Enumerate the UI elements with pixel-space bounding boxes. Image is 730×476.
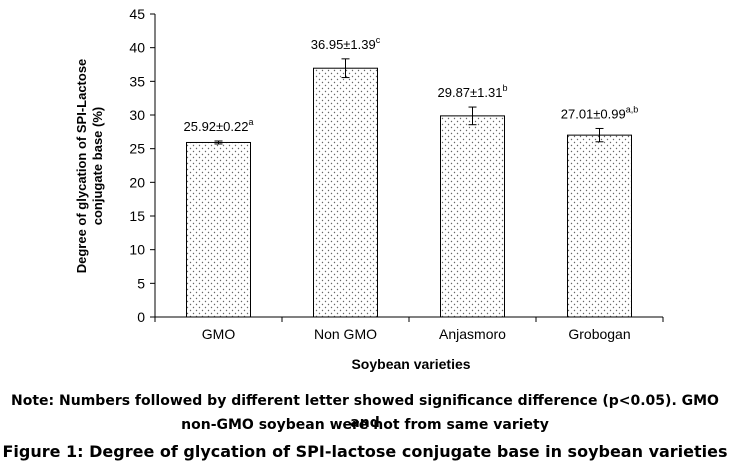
bar-chart: Degree of glycation of SPI-Lactose conju…: [74, 6, 664, 372]
y-tick-label: 15: [129, 208, 145, 224]
bar-1: [186, 141, 251, 318]
note-line-2: non-GMO soybean were not from same varie…: [181, 417, 549, 433]
x-tick-label: GMO: [202, 326, 236, 342]
y-ticks: 0 5 10 15 20 25 30 35 40 45: [129, 6, 155, 325]
y-tick-label: 20: [129, 174, 145, 190]
x-ticks: [154, 317, 664, 322]
x-tick-label: Anjasmoro: [439, 326, 506, 342]
data-labels: 25.92±0.22a 36.95±1.39c 29.87±1.31b 27.01±0…: [184, 35, 639, 134]
y-axis-title: Degree of glycation of SPI-Lactose conju…: [74, 59, 105, 274]
data-label-4: 27.01±0.99a,b: [561, 104, 638, 121]
y-axis-title-line2: conjugate base (%): [90, 107, 105, 225]
error-bars: [214, 58, 604, 145]
y-tick-label: 30: [129, 107, 145, 123]
note-line-1: Note: Numbers followed by different lett…: [11, 393, 719, 431]
figure-caption: Figure 1: Degree of glycation of SPI-lac…: [2, 442, 728, 461]
x-axis-title: Soybean varieties: [351, 356, 470, 372]
data-label-3: 29.87±1.31b: [438, 83, 508, 100]
y-tick-label: 45: [129, 6, 145, 22]
y-tick-label: 35: [129, 73, 145, 89]
x-category-labels: GMO Non GMO Anjasmoro Grobogan: [202, 326, 631, 342]
y-tick-label: 5: [137, 275, 145, 291]
data-label-2: 36.95±1.39c: [311, 35, 381, 52]
y-tick-label: 25: [129, 141, 145, 157]
bar-3: [440, 115, 505, 318]
bar-2: [313, 67, 378, 318]
x-tick-label: Grobogan: [568, 326, 630, 342]
y-axis-title-line1: Degree of glycation of SPI-Lactose: [74, 59, 89, 274]
y-tick-label: 10: [129, 242, 145, 258]
x-tick-label: Non GMO: [314, 326, 377, 342]
bars: [186, 67, 632, 318]
y-tick-label: 0: [137, 309, 145, 325]
bar-4: [567, 134, 632, 318]
y-tick-label: 40: [129, 40, 145, 56]
data-label-1: 25.92±0.22a: [184, 117, 254, 134]
